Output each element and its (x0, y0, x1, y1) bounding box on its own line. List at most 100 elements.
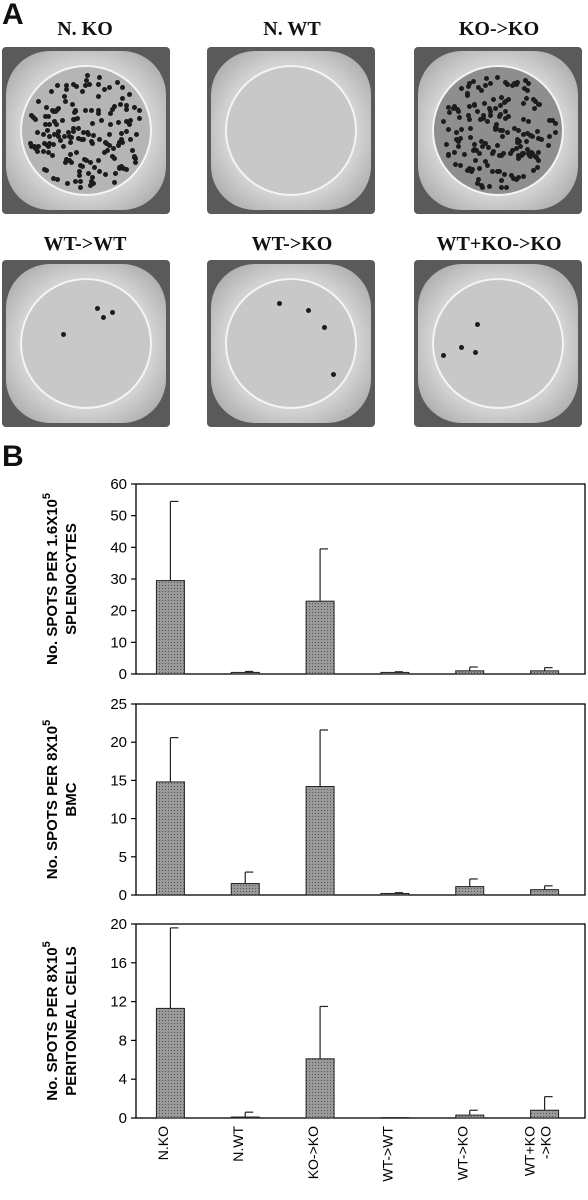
well-title-n-wt: N. WT (263, 18, 321, 40)
y-tick-label: 0 (119, 1110, 127, 1127)
spot (51, 176, 57, 182)
spot (502, 79, 508, 85)
spot (46, 144, 52, 150)
spot (523, 78, 529, 84)
spot (440, 119, 446, 125)
spot (120, 95, 126, 101)
spot (89, 108, 95, 114)
spot (59, 117, 65, 123)
well-spots-area (432, 278, 564, 409)
spot (508, 150, 514, 156)
spot (488, 112, 494, 118)
y-tick-label: 5 (119, 849, 127, 866)
spot (486, 106, 492, 112)
spot (62, 94, 68, 100)
spot (452, 161, 458, 167)
bar (455, 886, 485, 896)
spot (30, 115, 36, 121)
spot (32, 145, 38, 151)
spot (505, 81, 511, 87)
spot (63, 160, 69, 166)
bar (155, 580, 185, 675)
spot (72, 179, 78, 185)
spot (458, 344, 464, 350)
spot (517, 138, 523, 144)
plot-frame (135, 483, 586, 675)
spot (525, 147, 531, 153)
panel-a-letter: A (2, 0, 24, 31)
spot (489, 169, 495, 174)
spot (475, 108, 481, 114)
bar (305, 786, 335, 896)
spot (440, 352, 446, 358)
spot (91, 164, 97, 170)
spot (476, 165, 482, 171)
spot (87, 160, 93, 166)
spot (124, 118, 130, 124)
spot (497, 102, 503, 108)
well-image-wt-ko (207, 260, 375, 427)
spot (97, 136, 103, 142)
spot (455, 106, 461, 112)
spot (73, 107, 79, 113)
spot (499, 178, 505, 184)
x-category-label: WT+KO (521, 1126, 537, 1176)
bar (380, 1117, 409, 1118)
y-tick-label: 0 (119, 887, 127, 904)
spot (478, 138, 484, 144)
spot (102, 149, 108, 155)
spot (119, 84, 125, 90)
y-tick-label: 10 (110, 811, 127, 828)
spot (64, 83, 70, 89)
spot (118, 130, 124, 136)
spot (126, 121, 132, 127)
bar (230, 883, 260, 896)
spot (68, 152, 74, 158)
well-spots-area (225, 278, 357, 409)
spot (493, 105, 499, 111)
spot (500, 150, 506, 156)
bar (230, 671, 260, 675)
well-spots-area (432, 65, 564, 196)
x-category-label: KO->KO (305, 1126, 321, 1179)
spot (503, 184, 509, 190)
spot (475, 177, 481, 183)
spot (123, 102, 129, 108)
spot (113, 170, 119, 176)
spot (471, 78, 477, 84)
bar (380, 892, 410, 896)
spot (494, 142, 500, 148)
spot (90, 181, 96, 187)
spot (50, 142, 56, 148)
spot (109, 309, 115, 315)
y-axis-label-exponent: 5 (41, 941, 53, 947)
x-category-label: N.WT (230, 1126, 246, 1162)
spot (466, 117, 472, 123)
spot (89, 121, 95, 127)
spot (482, 82, 488, 88)
spot (126, 92, 132, 98)
spot (136, 107, 142, 113)
spot (71, 82, 77, 88)
spot (50, 152, 56, 158)
spot (127, 118, 133, 124)
well-image-n-wt (207, 47, 375, 214)
spot (467, 103, 473, 109)
spot (527, 152, 533, 158)
spot (483, 76, 489, 82)
spot (474, 180, 480, 186)
spot (532, 98, 538, 104)
y-axis-label-line2: PERITONEAL CELLS (63, 946, 80, 1095)
spot (321, 325, 327, 331)
spot (96, 158, 102, 164)
spot (502, 172, 508, 178)
spot (496, 169, 502, 175)
spot (63, 99, 69, 105)
spot (107, 110, 113, 116)
spot (547, 134, 553, 140)
y-tick-label: 20 (110, 603, 127, 620)
spot (112, 104, 118, 110)
spot (462, 152, 468, 158)
spot (510, 148, 516, 154)
spot (485, 119, 491, 125)
